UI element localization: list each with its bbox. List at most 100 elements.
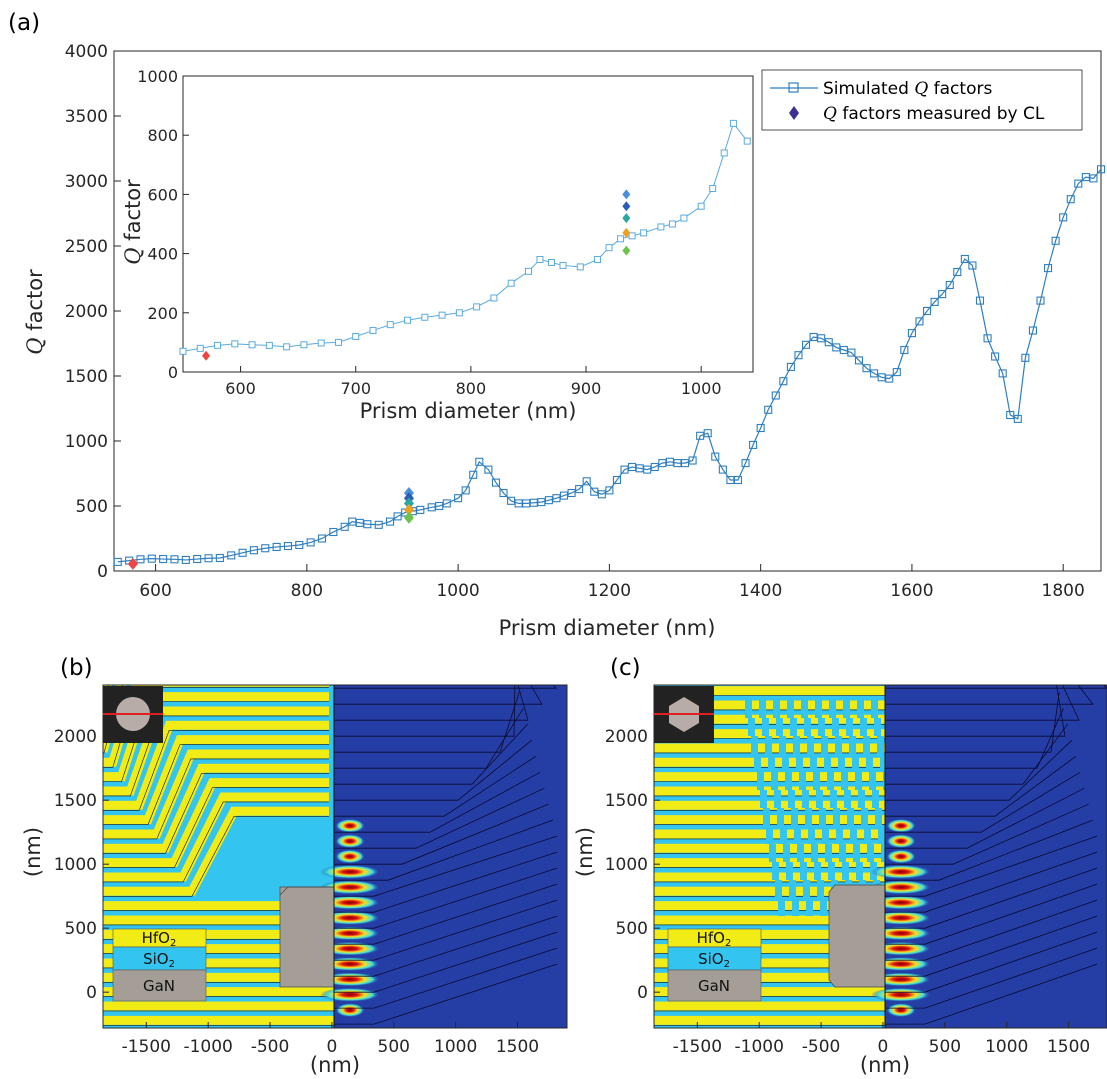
main-simulated-point bbox=[484, 465, 493, 474]
main-simulated-point bbox=[340, 522, 349, 531]
main-x-tick-label: 800 bbox=[291, 581, 323, 601]
main-simulated-point bbox=[915, 317, 924, 326]
c-contour-line bbox=[885, 787, 1085, 849]
inset-measured-point bbox=[622, 245, 631, 256]
main-simulated-point bbox=[900, 345, 909, 355]
c-x-tick-label: 1000 bbox=[985, 1037, 1028, 1057]
c-step-segment bbox=[850, 826, 857, 844]
panel-c-y-axis-label: (nm) bbox=[573, 827, 597, 877]
main-simulated-point bbox=[885, 374, 894, 383]
main-simulated-point bbox=[922, 306, 932, 316]
legend-simulated-marker bbox=[788, 82, 799, 93]
b-field-hotspot bbox=[320, 880, 380, 895]
main-simulated-point bbox=[612, 475, 622, 485]
inset-simulated-point bbox=[628, 232, 636, 240]
panel-c-prism-icon bbox=[654, 686, 714, 743]
svg-text:Q factor: Q factor bbox=[23, 269, 47, 355]
panel-c-hfo2-label: HfO2 bbox=[697, 929, 732, 949]
main-simulated-point bbox=[435, 501, 444, 511]
b-x-tick-label: 500 bbox=[378, 1037, 410, 1057]
c-field-hotspot bbox=[871, 910, 931, 925]
b-field-hotspot bbox=[320, 941, 380, 956]
inset-simulated-point bbox=[283, 343, 291, 351]
main-simulated-point bbox=[537, 498, 546, 507]
main-simulated-point bbox=[726, 475, 735, 485]
b-field-hotspot bbox=[320, 910, 380, 925]
b-contour-line bbox=[334, 707, 524, 769]
c-step-segment bbox=[872, 790, 879, 808]
main-simulated-point bbox=[363, 520, 372, 529]
c-contour-line bbox=[885, 685, 1066, 737]
main-simulated-point bbox=[261, 544, 270, 553]
main-simulated-point bbox=[991, 352, 1000, 361]
main-simulated-point bbox=[272, 542, 281, 552]
c-step-segment bbox=[867, 844, 874, 862]
main-simulated-point bbox=[181, 555, 190, 565]
b-hfo2-layer bbox=[103, 749, 329, 839]
c-step-segment bbox=[768, 754, 775, 772]
b-contour-line bbox=[334, 851, 558, 913]
b-hfo2-layer bbox=[103, 763, 329, 853]
inset-y-tick-label: 1000 bbox=[137, 67, 178, 86]
c-field-hotspot bbox=[886, 834, 916, 849]
b-layer-edge bbox=[69, 616, 329, 696]
c-step-segment bbox=[779, 736, 786, 754]
c-step-segment bbox=[786, 862, 793, 880]
inset-x-axis-label: Prism diameter (nm) bbox=[360, 399, 577, 423]
c-step-segment bbox=[780, 826, 787, 844]
c-step-segment bbox=[788, 790, 795, 808]
c-step-segment bbox=[797, 844, 804, 862]
main-simulated-point bbox=[817, 334, 826, 343]
panel-b-x-axis-label: (nm) bbox=[310, 1053, 360, 1077]
c-contour-line bbox=[885, 685, 1080, 721]
c-step-segment bbox=[817, 880, 824, 898]
main-simulated-point bbox=[454, 494, 463, 503]
main-y-tick-label: 3500 bbox=[65, 107, 108, 127]
main-simulated-point bbox=[1044, 264, 1053, 273]
main-x-tick-label: 1600 bbox=[890, 581, 933, 601]
inset-simulated-point bbox=[300, 341, 308, 349]
b-contour-line bbox=[334, 787, 545, 849]
b-contour-line bbox=[334, 803, 549, 865]
main-simulated-point bbox=[945, 280, 954, 290]
c-x-tick-label: -1000 bbox=[735, 1037, 784, 1057]
inset-simulated-point bbox=[720, 149, 728, 157]
main-simulated-point bbox=[824, 338, 833, 347]
c-step-segment bbox=[803, 880, 810, 898]
b-layer-edge bbox=[103, 773, 329, 854]
inset-simulated-point bbox=[680, 214, 688, 222]
inset-simulated-series bbox=[179, 119, 751, 355]
b-contour-line bbox=[334, 685, 516, 737]
b-x-tick-label: -500 bbox=[251, 1037, 290, 1057]
c-step-segment bbox=[816, 790, 823, 808]
inset-simulated-point bbox=[743, 137, 751, 145]
main-simulated-point bbox=[749, 440, 758, 449]
c-step-segment bbox=[858, 790, 865, 808]
main-simulated-point bbox=[794, 351, 803, 360]
c-step-segment bbox=[775, 880, 782, 898]
panel-c-material-legend: HfO2 SiO2 GaN bbox=[667, 928, 762, 1002]
main-simulated-point bbox=[673, 459, 682, 468]
b-x-tick-label: 1500 bbox=[496, 1037, 539, 1057]
b-hfo2-layer bbox=[103, 735, 329, 825]
inset-chart: 600 700 800 900 1000 0 200 400 600 800 1000 Prism … bbox=[121, 67, 754, 423]
c-step-segment bbox=[852, 754, 859, 772]
main-simulated-point bbox=[193, 554, 202, 564]
main-simulated-point bbox=[238, 548, 247, 557]
c-contour-line bbox=[885, 931, 1098, 993]
main-simulated-point bbox=[930, 297, 939, 306]
main-simulated-point bbox=[975, 296, 985, 305]
c-contour-line bbox=[885, 692, 1060, 753]
main-simulated-point bbox=[295, 540, 304, 550]
b-hfo2-layer bbox=[103, 706, 329, 796]
c-step-segment bbox=[774, 790, 781, 808]
b-field-hotspot bbox=[320, 987, 380, 1002]
main-axes: 600 800 1000 1200 1400 1600 1800 0 500 1000 1500 20… bbox=[65, 42, 1085, 601]
b-contour-line bbox=[334, 723, 528, 785]
panel-label-b: (b) bbox=[60, 655, 93, 681]
c-step-segment bbox=[771, 772, 778, 790]
main-measured-point bbox=[127, 557, 138, 570]
c-step-segment bbox=[805, 808, 812, 826]
main-simulated-point bbox=[559, 491, 569, 500]
b-field-hotspot bbox=[320, 926, 380, 941]
